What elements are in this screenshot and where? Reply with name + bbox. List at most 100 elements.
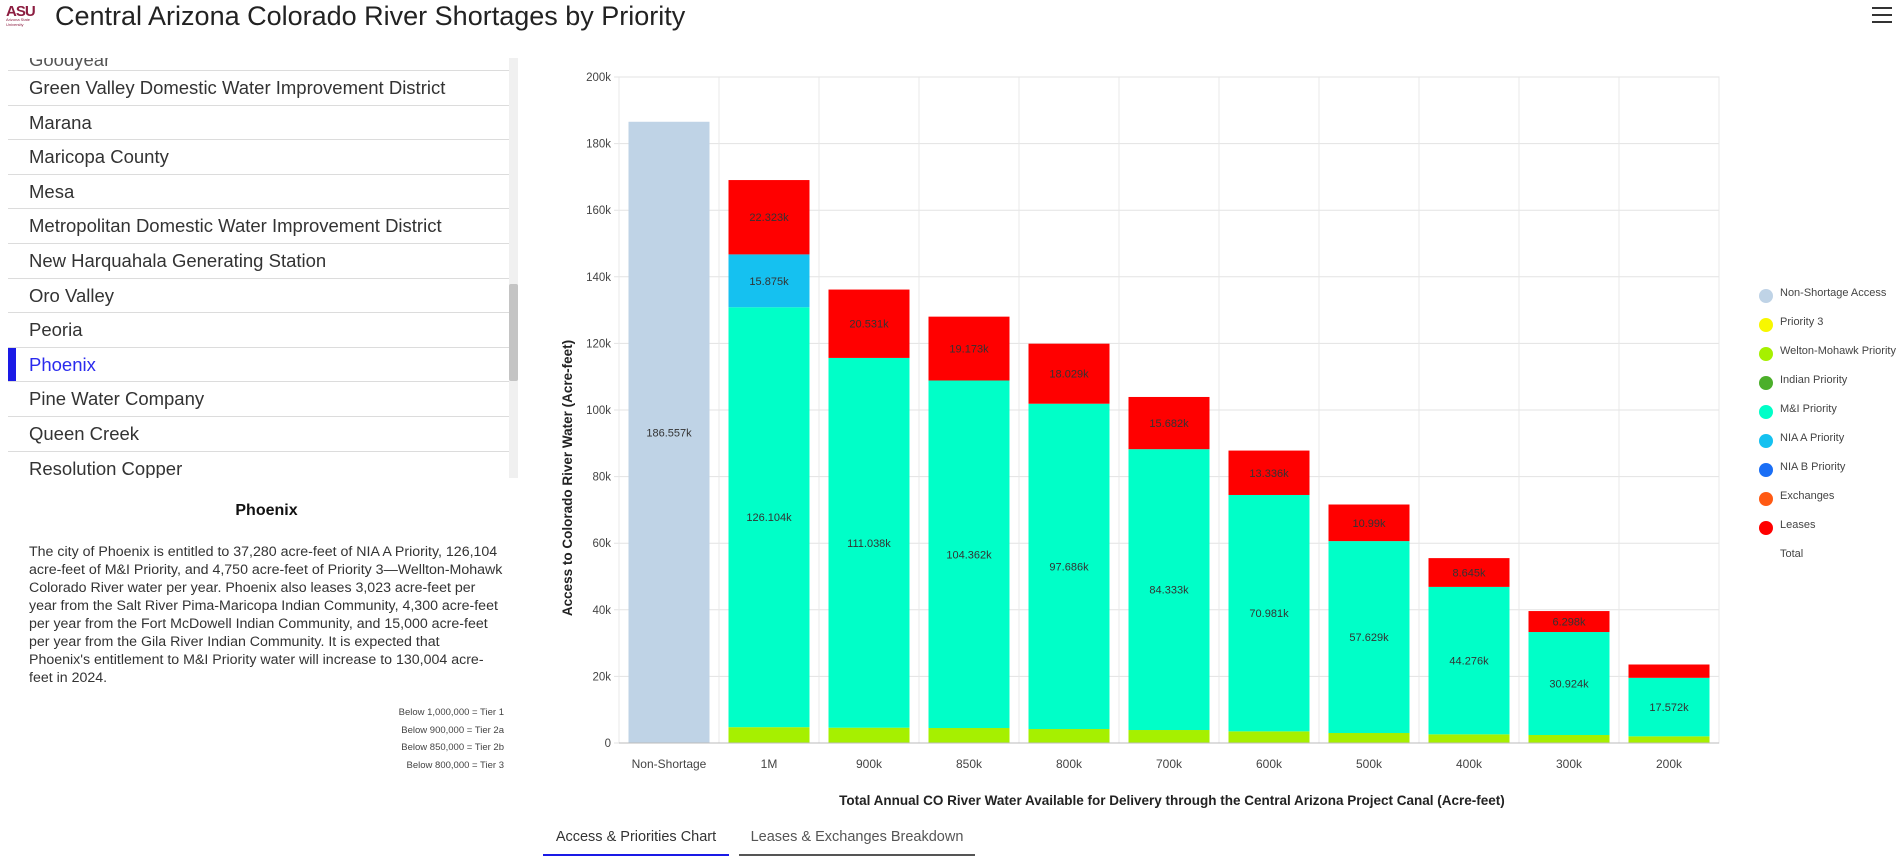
y-tick-label: 200k: [586, 72, 611, 84]
legend-item-indian[interactable]: Indian Priority: [1758, 374, 1898, 403]
bar-segment: [1028, 729, 1110, 743]
list-item[interactable]: Resolution Copper: [8, 452, 518, 478]
list-item[interactable]: Oro Valley: [8, 279, 518, 314]
stacked-bar-chart: 186.557k 126.104k 15.875k 22.323k 111.038k 20…: [560, 72, 1720, 808]
detail-title: Phoenix: [235, 502, 298, 519]
legend-swatch: [1759, 492, 1773, 506]
list-scrollbar[interactable]: [509, 58, 518, 478]
legend-label: NIA A Priority: [1780, 432, 1845, 444]
entity-list: Goodyear Green Valley Domestic Water Imp…: [8, 58, 518, 478]
legend-swatch: [1759, 521, 1773, 535]
legend-item-non-shortage[interactable]: Non-Shortage Access: [1758, 287, 1898, 316]
x-tick-label: Non-Shortage: [632, 757, 707, 771]
legend-swatch: [1759, 405, 1773, 419]
bar-value-label: 13.336k: [1249, 468, 1289, 480]
bar-value-label: 126.104k: [746, 512, 792, 524]
legend-swatch: [1759, 376, 1773, 390]
bar-segment: [928, 728, 1010, 743]
y-tick-label: 0: [605, 738, 611, 750]
list-item[interactable]: Queen Creek: [8, 417, 518, 452]
y-tick-label: 20k: [592, 671, 611, 683]
list-item[interactable]: Mesa: [8, 175, 518, 210]
list-scroll-thumb[interactable]: [509, 284, 518, 381]
bar-segment: [628, 121, 710, 743]
tier-notes: Below 1,000,000 = Tier 1 Below 900,000 =…: [300, 704, 504, 774]
list-item[interactable]: Maricopa County: [8, 140, 518, 175]
legend-item-leases[interactable]: Leases: [1758, 519, 1898, 548]
bar-value-label: 111.038k: [847, 538, 891, 550]
bar-segment: [1528, 632, 1610, 736]
bar-segment: [928, 380, 1010, 729]
legend-swatch: [1759, 289, 1773, 303]
legend-label: Leases: [1780, 519, 1816, 531]
tier-note: Below 1,000,000 = Tier 1: [398, 707, 504, 718]
bar-segment: [828, 727, 910, 743]
legend-item-nia-b[interactable]: NIA B Priority: [1758, 461, 1898, 490]
y-tick-label: 140k: [586, 272, 611, 284]
legend-item-exchanges[interactable]: Exchanges: [1758, 490, 1898, 519]
legend-label: Priority 3: [1780, 316, 1824, 328]
bar-segment: [728, 307, 810, 728]
page-title: Central Arizona Colorado River Shortages…: [55, 1, 686, 31]
y-tick-label: 120k: [586, 338, 611, 350]
x-tick-label: 800k: [1056, 757, 1083, 771]
legend-swatch: [1759, 318, 1773, 332]
bar-segment: [1028, 403, 1110, 730]
x-tick-label: 1M: [761, 757, 778, 771]
bar-value-label: 22.323k: [749, 212, 789, 224]
list-item[interactable]: Metropolitan Domestic Water Improvement …: [8, 209, 518, 244]
bar-value-label: 8.645k: [1452, 568, 1486, 580]
x-tick-label: 500k: [1356, 757, 1383, 771]
bar-value-label: 97.686k: [1049, 561, 1089, 573]
bar-value-label: 186.557k: [646, 427, 692, 439]
legend-item-priority-3[interactable]: Priority 3: [1758, 316, 1898, 345]
bar-value-label: 6.298k: [1552, 617, 1586, 629]
legend-label: Exchanges: [1780, 490, 1835, 502]
bar-value-label: 18.029k: [1049, 369, 1089, 381]
legend-label: M&I Priority: [1780, 403, 1837, 415]
bar-segment: [928, 316, 1010, 381]
bar-segment: [1228, 494, 1310, 732]
tab-leases-exchanges[interactable]: Leases & Exchanges Breakdown: [739, 826, 975, 856]
legend-label: Welton-Mohawk Priority: [1780, 345, 1896, 357]
bar-value-label: 44.276k: [1449, 656, 1489, 668]
tier-note: Below 850,000 = Tier 2b: [401, 742, 504, 753]
list-item[interactable]: New Harquahala Generating Station: [8, 244, 518, 279]
list-item[interactable]: Marana: [8, 106, 518, 141]
tab-access-priorities-chart[interactable]: Access & Priorities Chart: [543, 826, 729, 856]
list-item[interactable]: Green Valley Domestic Water Improvement …: [8, 71, 518, 106]
bar-value-label: 20.531k: [849, 319, 889, 331]
legend-swatch: [1759, 463, 1773, 477]
bar-value-label: 10.99k: [1352, 518, 1386, 530]
bar-segment: [1228, 450, 1310, 495]
tier-note: Below 900,000 = Tier 2a: [401, 724, 504, 736]
hamburger-menu-icon[interactable]: [1872, 7, 1892, 23]
list-item[interactable]: Peoria: [8, 313, 518, 348]
legend-label: NIA B Priority: [1780, 461, 1846, 473]
chart-axes: 0 20k 40k 60k 80k 100k 120k 140k 160k 180k 200k Non…: [586, 72, 1719, 771]
y-tick-label: 80k: [592, 472, 611, 484]
bar-segment: [1428, 558, 1510, 587]
bar-segment: [1228, 731, 1310, 743]
legend-item-nia-a[interactable]: NIA A Priority: [1758, 432, 1898, 461]
bar-segment: [1628, 664, 1710, 678]
bar-value-label: 30.924k: [1549, 679, 1589, 691]
bar-segment: [1128, 730, 1210, 743]
legend-item-mi[interactable]: M&I Priority: [1758, 403, 1898, 432]
x-tick-label: 850k: [956, 757, 983, 771]
y-tick-label: 100k: [586, 405, 611, 417]
bar-segment: [1528, 611, 1610, 633]
legend-item-total[interactable]: Total: [1758, 548, 1898, 577]
list-item[interactable]: Goodyear: [8, 58, 518, 71]
list-item-selected[interactable]: Phoenix: [8, 347, 518, 383]
list-item[interactable]: Pine Water Company: [8, 382, 518, 417]
bar-segment: [1028, 343, 1110, 404]
asu-logo[interactable]: ASU Arizona State University: [6, 3, 36, 29]
y-axis-title: Access to Colorado River Water (Acre-fee…: [560, 340, 575, 616]
y-tick-label: 180k: [586, 139, 611, 151]
bar-segment: [1128, 396, 1210, 450]
legend-item-welton-mohawk[interactable]: Welton-Mohawk Priority: [1758, 345, 1898, 374]
detail-description: The city of Phoenix is entitled to 37,28…: [29, 544, 503, 686]
bar-segment: [728, 727, 810, 743]
bar-segment: [728, 180, 810, 255]
